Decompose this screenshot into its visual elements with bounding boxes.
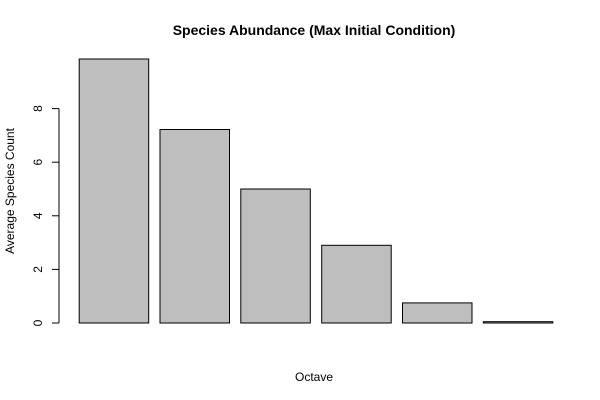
bar-2 <box>159 129 230 324</box>
bar-1 <box>78 58 150 324</box>
chart-title: Species Abundance (Max Initial Condition… <box>173 22 456 38</box>
x-axis-label: Octave <box>295 370 333 384</box>
y-axis: 0 2 4 6 8 <box>31 105 60 326</box>
bar-3 <box>240 188 311 324</box>
y-tick-label-4: 4 <box>31 212 45 219</box>
y-tick-label-8: 8 <box>31 105 45 112</box>
bar-6 <box>482 321 554 324</box>
y-axis-label: Average Species Count <box>3 127 17 254</box>
bars-group <box>78 58 554 324</box>
y-tick-label-6: 6 <box>31 159 45 166</box>
bar-5 <box>402 302 473 324</box>
y-tick-label-0: 0 <box>31 319 45 326</box>
y-tick-label-2: 2 <box>31 266 45 273</box>
bar-4 <box>321 244 392 324</box>
